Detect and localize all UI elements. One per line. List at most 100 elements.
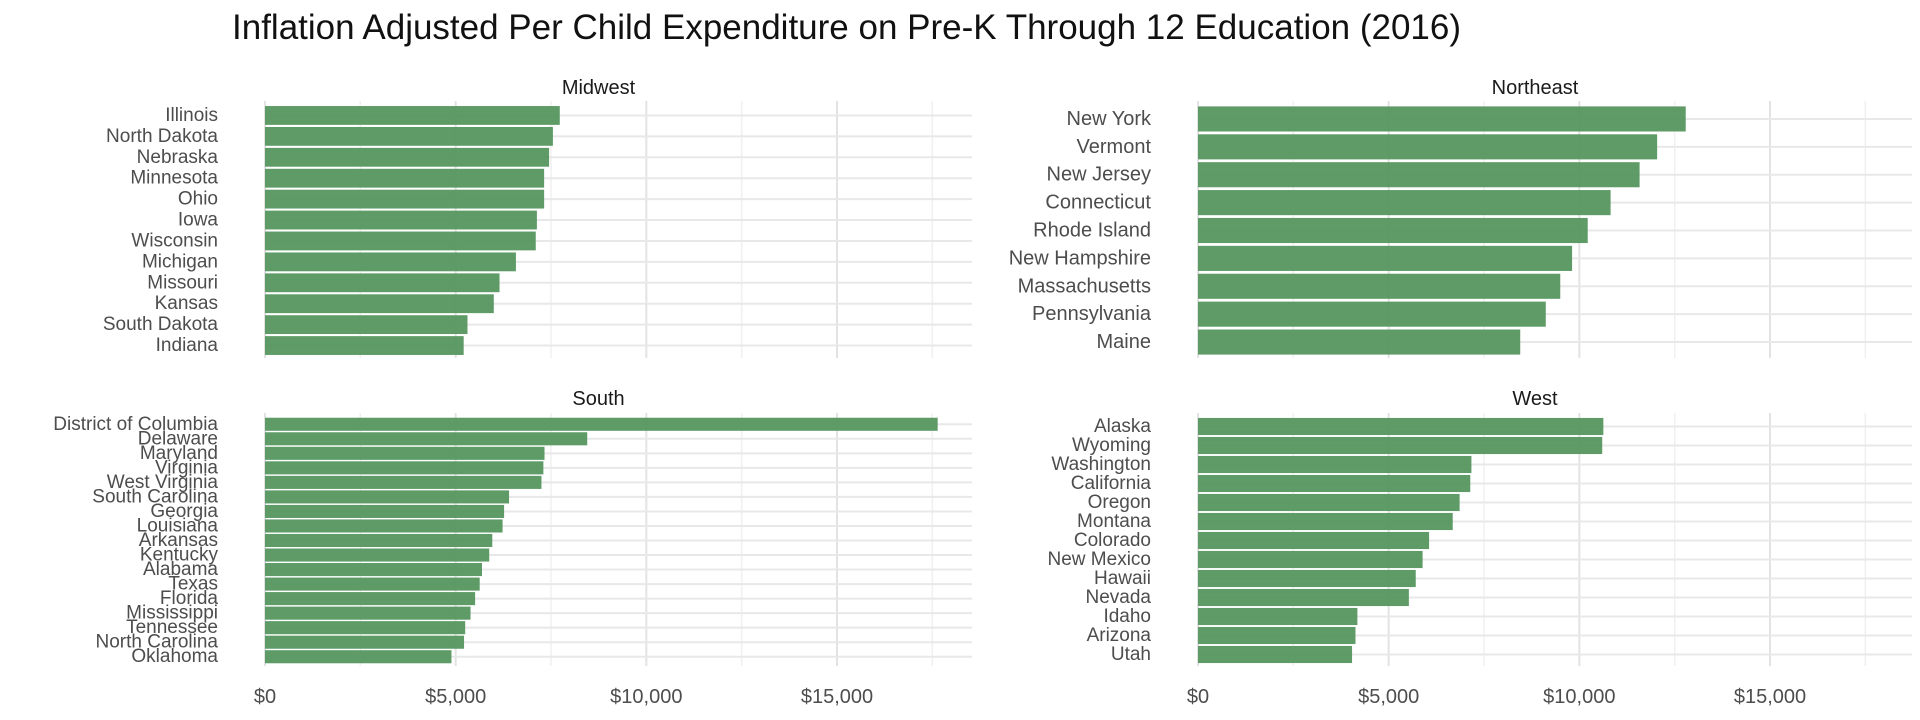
category-label: Maryland — [140, 443, 218, 464]
x-tick-label: $5,000 — [425, 686, 486, 708]
bar-northeast — [1198, 301, 1546, 327]
category-label: Virginia — [155, 457, 218, 478]
bar-south — [265, 650, 452, 664]
bar-midwest — [265, 231, 536, 251]
bar-west — [1198, 588, 1409, 607]
category-label: Massachusetts — [1018, 275, 1151, 297]
bar-south — [265, 592, 476, 606]
category-label: Kentucky — [140, 545, 219, 566]
bar-west — [1198, 550, 1423, 569]
bar-northeast — [1198, 190, 1611, 216]
x-tick-label: $15,000 — [801, 686, 873, 708]
bar-west — [1198, 607, 1358, 626]
category-label: North Dakota — [106, 126, 218, 147]
category-label: Utah — [1111, 644, 1151, 665]
bar-west — [1198, 455, 1472, 474]
bar-midwest — [265, 106, 560, 125]
category-label: Illinois — [165, 105, 218, 126]
category-label: California — [1071, 473, 1152, 494]
bar-south — [265, 461, 544, 475]
category-label: Montana — [1077, 511, 1151, 532]
bar-west — [1198, 626, 1356, 645]
category-label: Hawaii — [1094, 568, 1151, 589]
category-label: Arkansas — [139, 530, 218, 551]
bar-south — [265, 475, 542, 489]
category-label: New Hampshire — [1009, 247, 1151, 269]
bar-south — [265, 504, 505, 518]
category-label: Wyoming — [1072, 435, 1151, 456]
bar-northeast — [1198, 329, 1521, 355]
bar-northeast — [1198, 245, 1573, 271]
bar-northeast — [1198, 273, 1561, 299]
bar-midwest — [265, 294, 494, 314]
bar-midwest — [265, 315, 468, 335]
category-label: Oklahoma — [131, 646, 218, 667]
x-tick-label: $10,000 — [610, 686, 682, 708]
category-label: Iowa — [178, 210, 219, 231]
bar-west — [1198, 474, 1471, 493]
bar-south — [265, 563, 482, 577]
category-label: Georgia — [150, 501, 218, 522]
bar-west — [1198, 493, 1460, 512]
bar-midwest — [265, 189, 545, 209]
category-label: New York — [1067, 108, 1152, 130]
bar-south — [265, 577, 480, 591]
bar-northeast — [1198, 106, 1686, 132]
category-label: Nevada — [1086, 587, 1152, 608]
panel-title-northeast: Northeast — [1492, 77, 1579, 99]
bar-west — [1198, 512, 1453, 531]
bar-midwest — [265, 273, 500, 293]
bar-northeast — [1198, 162, 1640, 188]
category-label: Wisconsin — [131, 230, 218, 251]
category-label: West Virginia — [107, 472, 219, 493]
category-label: New Jersey — [1047, 164, 1151, 186]
bar-midwest — [265, 336, 464, 355]
category-label: Ohio — [178, 189, 218, 210]
category-label: Idaho — [1103, 606, 1151, 627]
x-tick-label: $15,000 — [1734, 686, 1806, 708]
category-label: Vermont — [1077, 136, 1152, 158]
category-label: South Dakota — [103, 314, 219, 335]
bar-west — [1198, 417, 1604, 436]
bar-northeast — [1198, 134, 1658, 160]
category-label: Washington — [1051, 454, 1151, 475]
bar-northeast — [1198, 217, 1588, 244]
x-tick-label: $10,000 — [1543, 686, 1615, 708]
category-label: Tennessee — [126, 617, 218, 638]
category-label: Michigan — [142, 251, 218, 272]
bar-west — [1198, 531, 1430, 550]
category-label: Kansas — [155, 293, 218, 314]
bar-south — [265, 635, 465, 649]
category-label: Nebraska — [137, 147, 219, 168]
category-label: Minnesota — [130, 168, 218, 189]
category-label: Connecticut — [1045, 192, 1151, 214]
x-tick-label: $0 — [254, 686, 276, 708]
bar-south — [265, 432, 588, 446]
bar-midwest — [265, 210, 537, 230]
panel-title-midwest: Midwest — [562, 77, 636, 99]
x-tick-label: $5,000 — [1358, 686, 1419, 708]
category-label: Pennsylvania — [1032, 303, 1152, 325]
bar-south — [265, 490, 510, 504]
category-label: Rhode Island — [1033, 220, 1151, 242]
category-label: North Carolina — [96, 632, 219, 653]
bar-midwest — [265, 147, 550, 167]
category-label: Florida — [160, 588, 219, 609]
panel-title-west: West — [1512, 388, 1558, 410]
category-label: New Mexico — [1048, 549, 1151, 570]
bar-south — [265, 548, 490, 562]
chart-title: Inflation Adjusted Per Child Expenditure… — [232, 8, 1462, 47]
category-label: Mississippi — [126, 603, 218, 624]
x-tick-label: $0 — [1187, 686, 1209, 708]
category-label: Colorado — [1074, 530, 1151, 551]
bar-south — [265, 446, 545, 460]
bar-south — [265, 519, 503, 533]
bar-midwest — [265, 168, 545, 188]
category-label: Delaware — [138, 428, 218, 449]
bar-south — [265, 417, 938, 431]
panel-title-south: South — [572, 388, 624, 410]
bar-south — [265, 533, 493, 548]
category-label: Louisiana — [137, 515, 219, 536]
category-label: Alabama — [143, 559, 218, 580]
bar-west — [1198, 645, 1353, 664]
